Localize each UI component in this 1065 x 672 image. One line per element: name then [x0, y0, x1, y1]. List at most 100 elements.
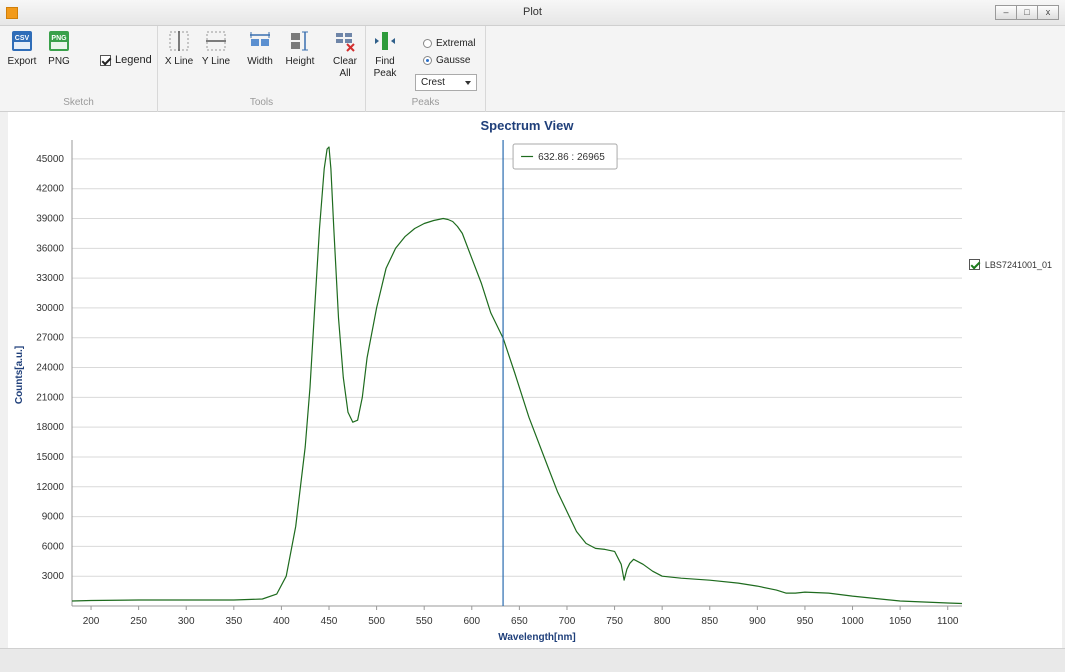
series-visibility-checkbox[interactable] [968, 259, 980, 270]
y-tick-label: 3000 [42, 571, 65, 582]
chevron-down-icon [465, 81, 471, 85]
y-line-icon [206, 31, 226, 51]
minimize-button[interactable]: – [995, 5, 1017, 20]
y-tick-label: 21000 [36, 392, 64, 403]
x-tick-label: 950 [797, 616, 814, 627]
svg-text:PNG: PNG [51, 35, 67, 42]
y-tick-label: 36000 [36, 243, 64, 254]
width-label: Width [247, 56, 273, 67]
close-button[interactable]: x [1037, 5, 1059, 20]
y-tick-label: 12000 [36, 482, 64, 493]
y-tick-label: 30000 [36, 303, 64, 314]
peak-mode-select[interactable]: Crest [415, 74, 477, 91]
x-line-icon [169, 31, 189, 51]
x-axis-label: Wavelength[nm] [498, 632, 575, 643]
x-tick-label: 300 [178, 616, 195, 627]
find-peak-label-1: Find [375, 56, 395, 67]
y-tick-label: 39000 [36, 214, 64, 225]
y-tick-label: 6000 [42, 541, 65, 552]
tooltip-text: 632.86 : 26965 [538, 152, 605, 163]
find-peak-label-2: Peak [373, 68, 397, 79]
x-tick-label: 200 [83, 616, 100, 627]
status-bar [0, 648, 1065, 672]
series-legend-label: LBS7241001_01 [984, 259, 1052, 270]
x-tick-label: 400 [273, 616, 290, 627]
x-tick-label: 450 [321, 616, 338, 627]
gausse-radio[interactable] [423, 56, 432, 65]
csv-icon: CSV [12, 31, 32, 51]
peaks-group-label: Peaks [411, 97, 440, 108]
x-tick-label: 250 [130, 616, 147, 627]
y-tick-label: 18000 [36, 422, 64, 433]
plot-area[interactable]: Spectrum View 3000 6000 9000 12000 15000 18000… [0, 112, 1065, 648]
x-tick-label: 1100 [937, 616, 959, 627]
find-peak-icon [375, 32, 395, 50]
x-tick-label: 900 [749, 616, 766, 627]
y-line-button[interactable]: Y Line [198, 30, 234, 68]
svg-text:CSV: CSV [15, 35, 30, 42]
sketch-group-label: Sketch [63, 97, 94, 108]
x-tick-label: 1050 [889, 616, 912, 627]
extremal-label: Extremal [436, 38, 476, 49]
tooltip-box [512, 143, 618, 170]
x-tick-label: 850 [701, 616, 718, 627]
clear-all-button[interactable]: Clear All [328, 30, 362, 80]
chart-title: Spectrum View [481, 118, 575, 133]
x-line-button[interactable]: X Line [162, 30, 196, 68]
legend-label: Legend [115, 54, 152, 66]
y-tick-label: 45000 [36, 154, 64, 165]
y-tick-label: 27000 [36, 333, 64, 344]
png-icon: PNG [49, 31, 69, 51]
y-tick-label: 24000 [36, 363, 64, 374]
app-icon [6, 7, 18, 19]
height-icon [291, 31, 308, 51]
y-tick-label: 33000 [36, 273, 64, 284]
y-tick-label: 42000 [36, 184, 64, 195]
ribbon-toolbar: CSV Export PNG PNG Legend Sketch X Line [0, 26, 1065, 112]
legend-toggle[interactable]: Legend [100, 54, 152, 66]
export-button[interactable]: CSV Export [4, 30, 40, 68]
width-icon [250, 32, 270, 46]
y-line-label: Y Line [201, 56, 231, 67]
x-line-label: X Line [164, 56, 194, 67]
legend-checkbox[interactable] [100, 54, 111, 66]
tools-group-label: Tools [249, 97, 274, 108]
export-label: Export [7, 56, 37, 67]
window-title: Plot [523, 6, 542, 18]
x-tick-label: 550 [416, 616, 433, 627]
clear-all-label-1: Clear [333, 56, 357, 67]
x-tick-label: 1000 [841, 616, 864, 627]
x-tick-label: 350 [225, 616, 242, 627]
window-controls: – □ x [995, 5, 1059, 20]
x-tick-label: 800 [654, 616, 671, 627]
gausse-label: Gausse [436, 55, 471, 66]
series-legend[interactable]: LBS7241001_01 [968, 259, 1052, 270]
y-tick-label: 15000 [36, 452, 64, 463]
height-button[interactable]: Height [282, 30, 318, 68]
height-label: Height [285, 56, 315, 67]
title-bar: Plot – □ x [0, 0, 1065, 26]
extremal-option[interactable]: Extremal [423, 38, 475, 49]
peak-mode-value: Crest [421, 77, 445, 88]
width-button[interactable]: Width [242, 30, 278, 68]
spectrum-chart[interactable]: Spectrum View 3000 6000 9000 12000 15000 18000… [8, 112, 1062, 648]
x-tick-label: 500 [368, 616, 385, 627]
find-peak-button[interactable]: Find Peak [368, 30, 402, 80]
x-tick-label: 750 [606, 616, 623, 627]
y-tick-label: 9000 [42, 512, 65, 523]
gausse-option[interactable]: Gausse [423, 55, 470, 66]
clear-all-icon [336, 33, 355, 52]
extremal-radio[interactable] [423, 39, 432, 48]
sketch-group: CSV Export PNG PNG Legend Sketch [0, 26, 158, 112]
x-tick-label: 700 [559, 616, 576, 627]
png-button[interactable]: PNG PNG [44, 30, 74, 68]
clear-all-label-2: All [339, 68, 351, 79]
maximize-button[interactable]: □ [1016, 5, 1038, 20]
y-axis-label: Counts[a.u.] [14, 346, 25, 404]
peaks-group: Find Peak Peaks [366, 26, 486, 112]
x-tick-label: 600 [463, 616, 480, 627]
png-label: PNG [48, 56, 70, 67]
tools-group: X Line Y Line Width [158, 26, 366, 112]
x-tick-label: 650 [511, 616, 528, 627]
series-line [71, 146, 963, 605]
